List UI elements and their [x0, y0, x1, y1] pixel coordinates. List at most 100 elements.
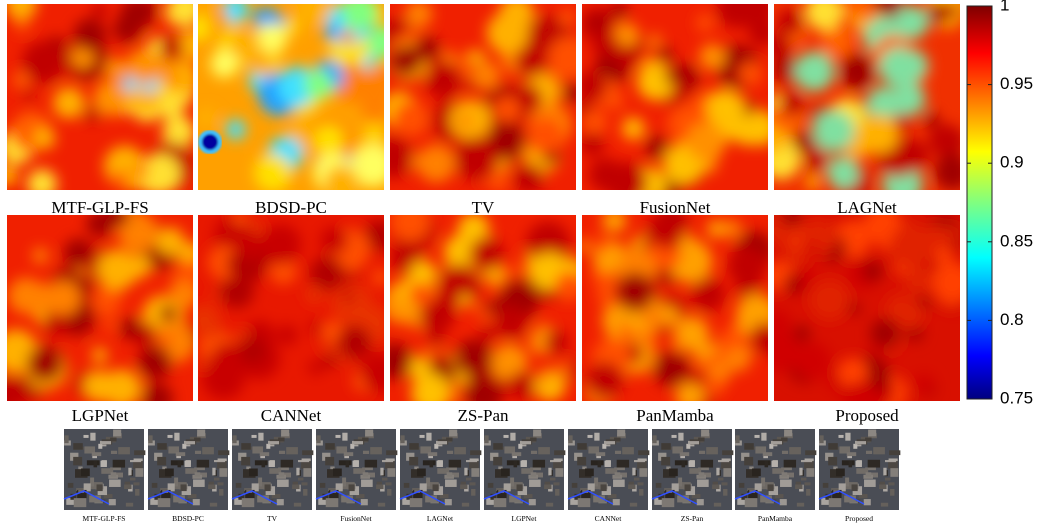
- blob: [365, 125, 384, 143]
- thumbnail-patch: [208, 484, 216, 490]
- colorbar: [966, 5, 993, 400]
- thumbnail-patch: [157, 456, 167, 466]
- blob: [648, 34, 661, 47]
- thumbnail-patch: [784, 429, 793, 437]
- blob: [14, 16, 30, 32]
- blob: [308, 320, 324, 336]
- thumbnail-patch: [133, 482, 140, 486]
- thumbnail-patch: [387, 468, 396, 477]
- thumbnail-patch: [769, 443, 774, 449]
- thumbnail-patch: [594, 432, 600, 441]
- thumbnail-patch: [202, 447, 214, 455]
- thumbnail-patch: [154, 452, 163, 461]
- thumbnail-patch: [110, 437, 117, 442]
- thumbnail-patch: [193, 479, 205, 487]
- thumbnail-patch: [571, 482, 578, 488]
- thumbnail-patch: [741, 452, 750, 461]
- thumbnail-patch: [845, 432, 851, 441]
- thumbnail-patch: [360, 499, 368, 506]
- thumbnail-patch: [212, 467, 216, 476]
- thumbnail-patch: [880, 502, 889, 507]
- thumbnail-patch: [822, 482, 829, 488]
- thumbnail-patch: [757, 460, 771, 466]
- thumbnail-patch: [486, 497, 496, 505]
- thumbnail-patch: [602, 443, 607, 449]
- blob: [228, 29, 261, 62]
- thumbnail-patch: [510, 477, 515, 487]
- thumbnail-patch: [677, 495, 689, 503]
- thumbnail-patch: [721, 458, 731, 462]
- blob: [494, 96, 521, 123]
- thumbnail-patch: [174, 477, 179, 487]
- thumbnail-patch: [702, 472, 712, 478]
- thumbnail-patch: [819, 435, 824, 444]
- thumbnail-patch: [863, 474, 873, 479]
- thumbnail-patch: [370, 447, 382, 455]
- blob: [83, 370, 116, 401]
- thumbnail-patch: [303, 468, 312, 477]
- thumbnail-patch: [419, 434, 425, 438]
- thumbnail-patch: [658, 493, 665, 500]
- thumbnail-patch: [280, 459, 294, 468]
- thumbnail-patch: [464, 467, 468, 476]
- thumbnail-patch: [434, 443, 439, 449]
- thumbnail-patch: [764, 460, 769, 468]
- thumbnail-patch: [365, 429, 374, 437]
- thumbnail-patch: [604, 441, 616, 445]
- thumbnail-patch: [252, 446, 264, 454]
- blob: [702, 376, 725, 398]
- blob: [459, 294, 472, 308]
- thumbnail-patch: [588, 446, 600, 454]
- thumbnail-patch: [278, 450, 286, 454]
- thumbnail-patch: [836, 468, 845, 477]
- thumbnail-patch: [490, 452, 499, 461]
- thumbnail-patch: [112, 459, 126, 468]
- thumbnail-patch: [446, 472, 453, 477]
- thumbnail-patch: [607, 494, 617, 499]
- blob: [648, 215, 686, 249]
- thumbnail-patch: [342, 477, 347, 487]
- thumbnail-patch: [848, 460, 853, 468]
- thumbnail-patch: [748, 489, 758, 499]
- thumbnail-patch: [509, 495, 521, 503]
- thumbnail-patch: [362, 437, 369, 442]
- thumbnail-patch: [587, 483, 595, 492]
- thumbnail-patch: [446, 450, 454, 454]
- blob: [393, 100, 430, 137]
- heatmap-texture: [390, 215, 576, 401]
- thumbnail-patch: [266, 443, 271, 449]
- heatmap-texture: [390, 4, 576, 190]
- thumbnail-patch: [303, 488, 308, 496]
- thumbnail-patch: [574, 493, 581, 500]
- blob: [932, 261, 960, 304]
- thumbnail-patch: [83, 483, 91, 492]
- blob: [26, 345, 64, 382]
- thumbnail-patch: [86, 460, 100, 466]
- thumbnail-patch: [417, 468, 426, 477]
- thumbnail-patch: [585, 468, 594, 477]
- thumbnail-patch: [661, 443, 671, 450]
- panel-label: LAGNet: [837, 198, 897, 217]
- thumbnail-patch: [366, 472, 376, 478]
- blob: [783, 274, 803, 294]
- blob: [668, 340, 682, 353]
- thumbnail-patch: [890, 468, 899, 477]
- thumbnail-patch: [617, 429, 626, 437]
- blob: [27, 283, 58, 314]
- thumbnail-patch: [767, 484, 774, 492]
- blob: [934, 153, 960, 190]
- thumbnail-patch: [604, 460, 611, 467]
- thumbnail-patch: [108, 474, 118, 479]
- blob: [13, 71, 30, 89]
- thumbnail-road: [483, 490, 530, 505]
- blob: [126, 48, 162, 84]
- thumbnail-patch: [671, 483, 679, 492]
- thumbnail-patch: [594, 482, 607, 490]
- thumbnail-patch: [555, 468, 564, 477]
- blob: [338, 336, 359, 356]
- colorbar-tick-label: 0.85: [1000, 231, 1033, 250]
- thumbnail-patch: [168, 446, 180, 454]
- thumbnail-patch: [574, 452, 583, 461]
- thumbnail-patch: [688, 460, 695, 467]
